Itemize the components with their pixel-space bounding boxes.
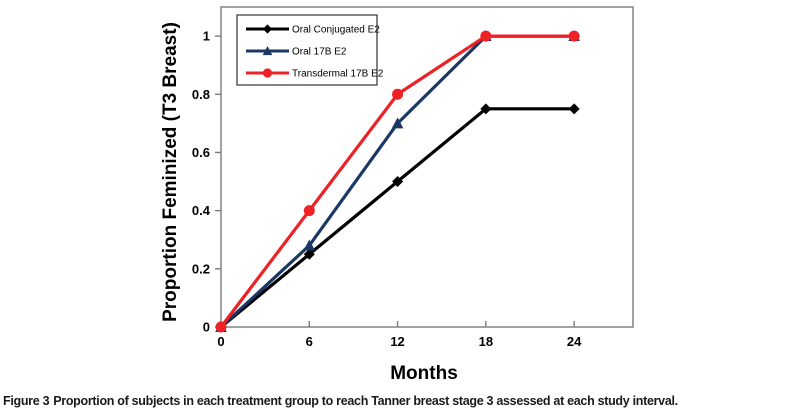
legend-label: Oral Conjugated E2 xyxy=(292,25,380,36)
legend-label: Oral 17B E2 xyxy=(292,47,347,58)
data-point-diamond xyxy=(568,103,580,115)
plot-border xyxy=(220,6,634,328)
y-axis-tick-label: 0 xyxy=(203,320,210,335)
data-point-diamond xyxy=(480,103,492,115)
line-chart: 0 0.2 0.4 0.6 0.8 1 0 6 12 18 24 Proportion Feminiz… xyxy=(160,6,634,384)
x-axis-tick-label: 12 xyxy=(390,334,404,349)
legend-marker-circle xyxy=(262,68,273,78)
x-axis-tick-label: 24 xyxy=(567,334,582,349)
data-point-circle xyxy=(392,88,404,100)
figure-caption: Figure 3 Proportion of subjects in each t… xyxy=(3,394,793,408)
data-point-diamond xyxy=(303,248,315,260)
y-axis-title: Proportion Feminized (T3 Breast) xyxy=(160,22,181,322)
y-axis-tick-label: 0.2 xyxy=(192,261,210,276)
data-point-circle xyxy=(215,321,227,333)
y-axis-tick-label: 0.6 xyxy=(192,145,210,160)
figure-caption-label: Figure 3 xyxy=(3,394,50,408)
x-axis-tick-label: 18 xyxy=(479,334,493,349)
data-point-diamond xyxy=(392,176,404,188)
chart-area: 0 0.2 0.4 0.6 0.8 1 0 6 12 18 24 Proportion Feminiz… xyxy=(160,6,634,384)
legend-marker-diamond xyxy=(262,24,273,34)
data-point-circle xyxy=(303,205,315,217)
data-point-triangle xyxy=(303,239,316,251)
y-axis-tick-label: 0.8 xyxy=(192,87,210,102)
x-axis-title: Months xyxy=(390,363,458,384)
series-line-0 xyxy=(219,107,576,329)
x-axis-tick-label: 6 xyxy=(306,334,313,349)
y-axis-tick-label: 0.4 xyxy=(192,203,211,218)
x-axis-tick-label: 0 xyxy=(217,334,224,349)
figure-caption-text: Proportion of subjects in each treatment… xyxy=(53,394,678,408)
y-axis-tick-label: 1 xyxy=(203,29,210,44)
data-point-triangle xyxy=(391,117,404,129)
data-point-circle xyxy=(480,30,492,42)
data-point-circle xyxy=(568,30,580,42)
legend-marker-triangle xyxy=(262,45,273,56)
legend-label: Transdermal 17B E2 xyxy=(292,69,384,80)
